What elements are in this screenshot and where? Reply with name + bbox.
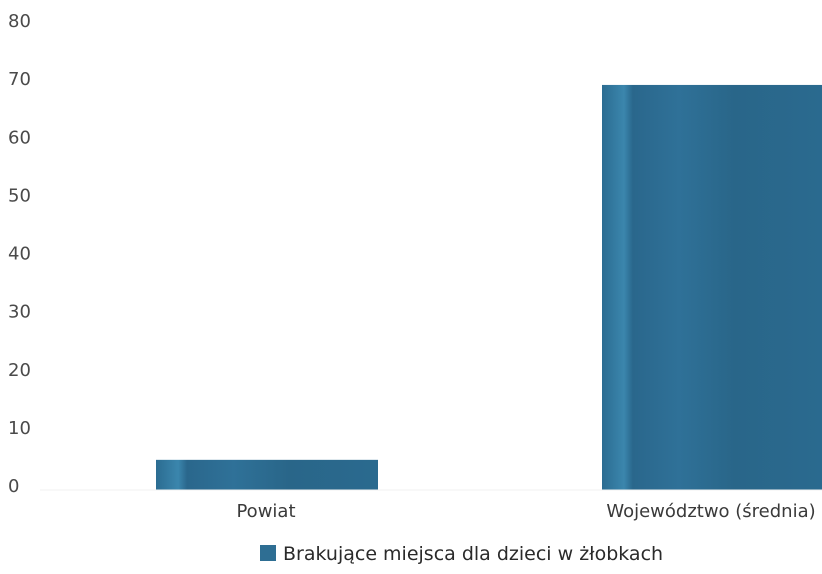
- x-tick-label: Powiat: [236, 501, 295, 522]
- y-tick-label: 70: [8, 69, 31, 90]
- x-tick-label: Województwo (średnia): [606, 501, 815, 522]
- y-tick-label: 30: [8, 302, 31, 323]
- legend: Brakujące miejsca dla dzieci w żłobkach: [260, 543, 663, 565]
- y-tick-label: 0: [8, 476, 19, 497]
- y-tick-label: 50: [8, 185, 31, 206]
- legend-label: Brakujące miejsca dla dzieci w żłobkach: [283, 543, 663, 565]
- x-axis: Powiat Województwo (średnia): [40, 489, 822, 522]
- y-tick-label: 60: [8, 127, 31, 148]
- bars: [156, 84, 822, 490]
- legend-swatch: [260, 545, 276, 561]
- y-tick-label: 40: [8, 244, 31, 265]
- bar: [602, 84, 822, 490]
- bar: [156, 459, 378, 490]
- y-tick-label: 10: [8, 418, 31, 439]
- y-tick-label: 20: [8, 360, 31, 381]
- y-axis: 0 10 20 30 40 50 60 70 80: [8, 11, 31, 497]
- y-tick-label: 80: [8, 11, 31, 32]
